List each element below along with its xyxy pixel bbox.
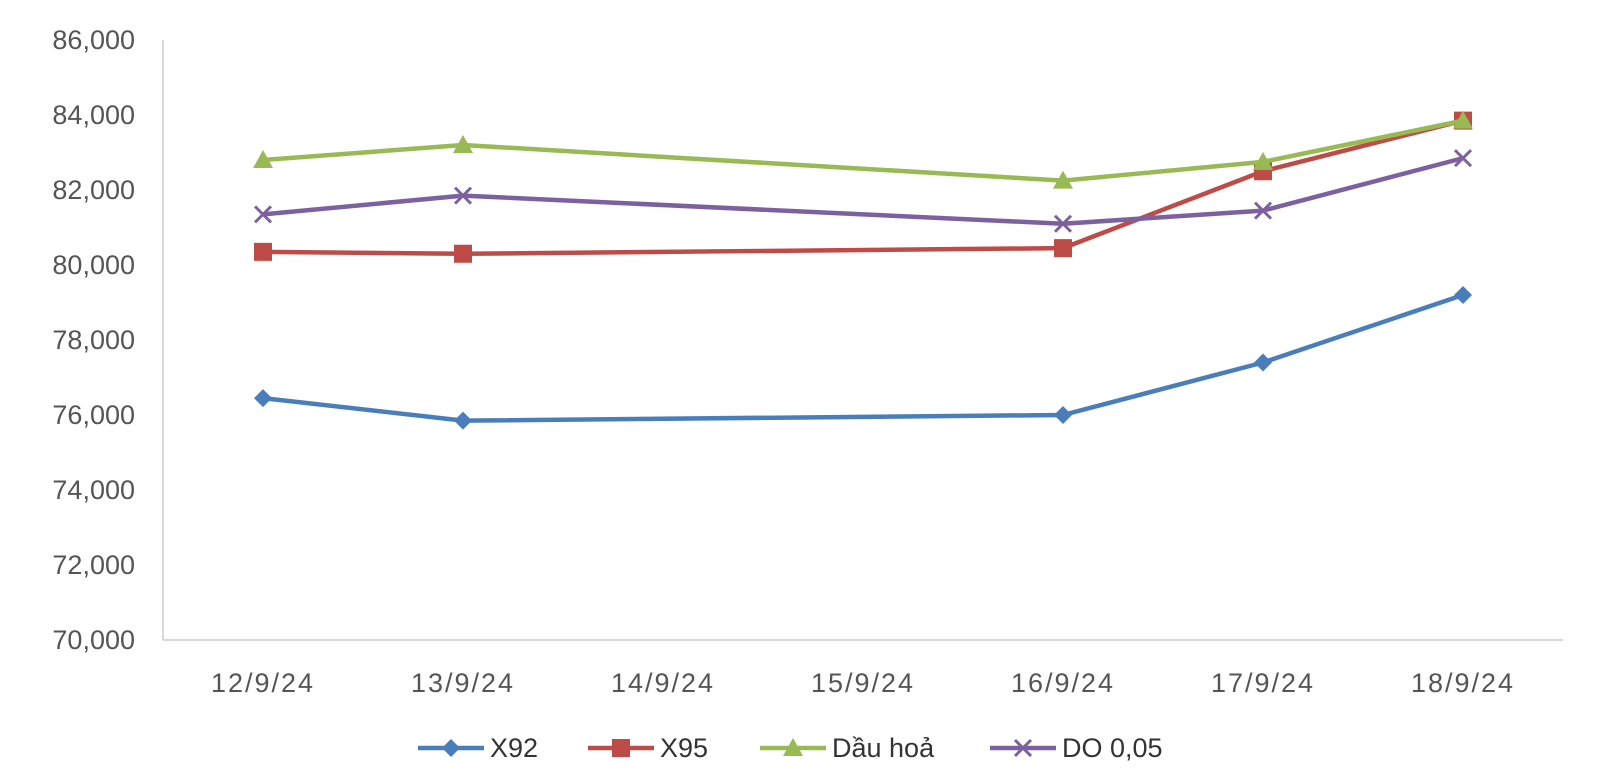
axes: 70,000 72,000 74,000 76,000 78,000 80,000 82,0… — [52, 25, 1563, 698]
y-tick-label: 74,000 — [52, 475, 135, 505]
data-point — [453, 135, 473, 153]
data-point — [1453, 110, 1473, 129]
series-d-u-ho- — [253, 110, 1473, 189]
y-tick-label: 78,000 — [52, 325, 135, 355]
y-tick-label: 82,000 — [52, 175, 135, 205]
x-tick-label: 15/9/24 — [811, 668, 915, 698]
data-point — [1453, 149, 1473, 168]
y-tick-label: 72,000 — [52, 550, 135, 580]
legend-marker — [442, 739, 460, 757]
series-x95 — [254, 111, 1472, 263]
y-tick-label: 70,000 — [52, 625, 135, 655]
data-point — [454, 244, 472, 263]
x-tick-label: 13/9/24 — [411, 668, 515, 698]
x-tick-label: 18/9/24 — [1411, 668, 1515, 698]
data-point — [453, 186, 473, 205]
legend: X92 X95 Dầu hoả DO 0,05 — [418, 733, 1163, 763]
data-point — [254, 389, 272, 408]
x-tick-label: 17/9/24 — [1211, 668, 1315, 698]
data-point — [1254, 353, 1272, 372]
legend-label: X92 — [490, 733, 538, 763]
data-point — [1253, 151, 1273, 170]
series-line — [262, 292, 1464, 423]
x-tick-label: 14/9/24 — [611, 668, 715, 698]
data-point — [254, 242, 272, 261]
series-line — [262, 118, 1464, 256]
data-point — [253, 205, 273, 224]
series-do-0-05 — [253, 149, 1473, 233]
legend-item: Dầu hoả — [760, 733, 935, 763]
legend-marker — [612, 739, 630, 757]
legend-label: X95 — [660, 733, 708, 763]
legend-label: DO 0,05 — [1062, 733, 1163, 763]
data-point — [454, 411, 472, 430]
data-point — [1054, 406, 1072, 424]
y-tick-label: 80,000 — [52, 250, 135, 280]
legend-item: X92 — [418, 733, 538, 763]
data-point — [1053, 214, 1073, 233]
legend-item: X95 — [588, 733, 708, 763]
series-x92 — [254, 286, 1472, 430]
y-tick-label: 86,000 — [52, 25, 135, 55]
legend-marker — [1013, 738, 1033, 758]
x-tick-label: 12/9/24 — [211, 668, 315, 698]
legend-marker — [783, 738, 803, 756]
y-tick-label: 76,000 — [52, 400, 135, 430]
series-group — [253, 110, 1473, 430]
data-point — [1454, 286, 1472, 304]
legend-item: DO 0,05 — [990, 733, 1163, 763]
data-point — [1054, 239, 1072, 258]
legend-label: Dầu hoả — [832, 733, 935, 763]
data-point — [253, 150, 273, 168]
data-point — [1253, 201, 1273, 220]
series-line — [262, 118, 1464, 183]
data-point — [1053, 170, 1073, 189]
y-tick-label: 84,000 — [52, 100, 135, 130]
x-tick-label: 16/9/24 — [1011, 668, 1115, 698]
